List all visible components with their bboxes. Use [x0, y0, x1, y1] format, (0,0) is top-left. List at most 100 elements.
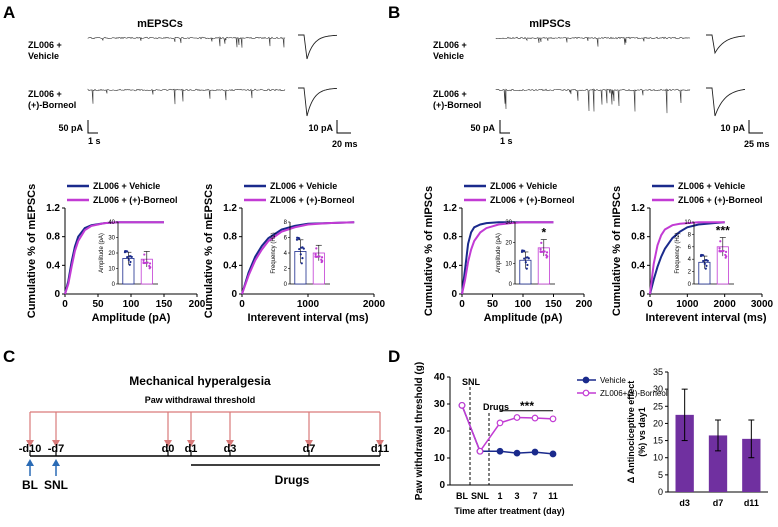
legend-label: ZL006 + Vehicle [678, 181, 745, 191]
significance-marker: *** [520, 399, 534, 413]
y-tick-label: 0 [658, 487, 663, 497]
bar-d11 [742, 438, 761, 492]
inset-dot [318, 255, 321, 258]
inset-y-tick-label: 6 [688, 245, 692, 251]
inset-y-tick-label: 0 [509, 282, 513, 288]
x-tick-label: 100 [123, 299, 140, 310]
legend-marker [582, 376, 590, 384]
x-tick-label: 0 [459, 299, 465, 310]
series-line-vehicle [461, 405, 554, 455]
inset-dot [545, 251, 549, 254]
inset-dot [301, 256, 304, 260]
test-arrow-head [187, 440, 195, 447]
inset-dot [545, 256, 548, 259]
series-line-borneol [649, 221, 725, 295]
event-arrow-head [26, 459, 34, 466]
inset-dot [718, 247, 721, 250]
inset-y-tick-label: 2 [284, 267, 288, 273]
panel-B-left-scalebar-x: 1 s [500, 136, 513, 146]
series-line-vehicle [649, 221, 725, 295]
test-arrow-head [26, 440, 34, 447]
inset-dot [299, 253, 302, 256]
x-tick-label: 1000 [676, 299, 699, 310]
timepoint-label: d7 [303, 443, 316, 455]
panel-C-subtitle: Paw withdrawal threshold [145, 395, 256, 405]
y-tick-label: 0.4 [223, 260, 237, 271]
inset-y-tick-label: 0 [284, 282, 288, 288]
y-tick-label: 0 [231, 289, 237, 300]
trace-line [495, 36, 691, 47]
x-tick-label: 200 [189, 299, 206, 310]
legend-label: ZL006 + (+)-Borneol [490, 195, 575, 205]
inset-dot [124, 250, 127, 253]
inset-y-tick-label: 30 [108, 236, 115, 242]
y-tick-label: 1.2 [223, 203, 237, 214]
chart-mipsc-interval: 0 0.4 0.8 1.2 0 1000 2000 3000 Interevent interv… [611, 181, 774, 324]
data-point [476, 447, 484, 455]
panel-B-trace2-label-line1: ZL006 + [433, 89, 467, 99]
inset-dot [300, 262, 303, 265]
inset-dot [148, 264, 151, 268]
timepoint-label: -d7 [48, 443, 65, 455]
y-tick-label: 0 [54, 289, 60, 300]
event-label-bl: BL [22, 478, 38, 492]
inset-y-tick-label: 10 [108, 267, 115, 273]
inset-dot [300, 246, 303, 249]
y-axis-label: (%) vs day1 [637, 407, 647, 457]
x-tick-label: SNL [471, 491, 490, 501]
timepoint-label: -d10 [19, 443, 42, 455]
panel-A-title: mEPSCs [137, 18, 183, 30]
x-tick-label: BL [456, 491, 468, 501]
x-tick-label: 3000 [751, 299, 774, 310]
inset-dot [722, 249, 725, 253]
inset-dot [127, 258, 130, 262]
inset-dot [148, 262, 152, 265]
inset-dot [719, 240, 722, 243]
y-axis-label: Cumulative % of mEPSCs [203, 184, 215, 318]
panel-B-trace1-label-line2: Vehicle [433, 51, 464, 61]
y-tick-label: 30 [653, 384, 663, 394]
x-tick-label: d7 [713, 498, 724, 508]
x-axis-label: Interevent interval (ms) [645, 312, 766, 324]
x-tick-label: 0 [239, 299, 245, 310]
data-point [496, 447, 504, 455]
x-axis-label: Amplitude (pA) [484, 312, 563, 324]
trace-line [87, 88, 286, 105]
inset-dot [129, 260, 132, 264]
legend-label: ZL006 + Vehicle [270, 181, 337, 191]
inset-dot [704, 259, 707, 262]
panel-C-label: C [3, 347, 15, 366]
panel-A-right-scalebar-y: 10 pA [308, 123, 333, 133]
y-tick-label: 25 [653, 401, 663, 411]
average-trace-line [298, 87, 337, 117]
legend-marker [582, 389, 590, 397]
y-tick-label: 30 [434, 399, 446, 410]
x-axis-label: Amplitude (pA) [92, 312, 171, 324]
legend-label: ZL006 + (+)-Borneol [678, 195, 763, 205]
chart-mepsc-interval: 0 0.4 0.8 1.2 0 1000 2000 Interevent interval (… [203, 181, 386, 324]
inset-dot [700, 253, 703, 257]
event-arrow-head [52, 459, 60, 466]
panel-A-vehicle-average-trace [298, 34, 338, 60]
inset-dot [143, 253, 146, 256]
inset-dot [704, 267, 707, 270]
average-trace-line [706, 87, 746, 117]
panel-D-label: D [388, 347, 400, 366]
x-tick-label: d3 [679, 498, 690, 508]
timepoint-label: d3 [224, 443, 237, 455]
inset-dot [718, 250, 721, 253]
x-tick-label: 150 [156, 299, 173, 310]
inset-y-tick-label: 8 [284, 220, 288, 226]
y-tick-label: 1.2 [46, 203, 60, 214]
y-tick-label: 10 [653, 453, 663, 463]
panel-A-vehicle-trace [87, 36, 286, 48]
panel-B-borneol-trace [495, 88, 691, 114]
inset-dot [703, 262, 706, 265]
inset-y-tick-label: 20 [108, 251, 115, 257]
inset-dot [128, 263, 131, 266]
data-point [549, 415, 557, 423]
inset-dot [126, 256, 129, 259]
inset-dot [705, 264, 708, 267]
y-tick-label: 20 [653, 418, 663, 428]
